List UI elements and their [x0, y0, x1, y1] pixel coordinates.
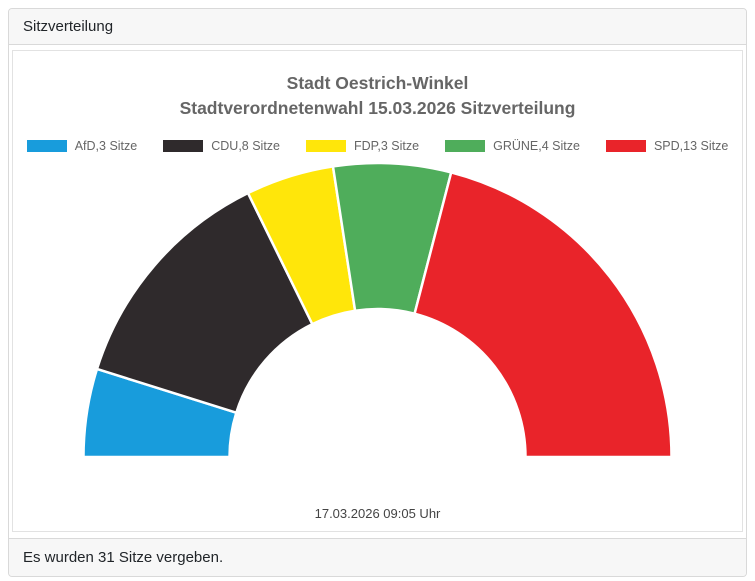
legend-swatch-FDP	[306, 139, 347, 152]
legend-label-FDP: FDP,3 Sitze	[354, 138, 420, 153]
chart-segment-SPD[interactable]	[413, 170, 673, 458]
chart-title: Stadt Oestrich-Winkel Stadtverordnetenwa…	[180, 71, 576, 121]
legend-item-FDP[interactable]: FDP,3 Sitze	[306, 139, 419, 153]
legend-swatch-SPD	[605, 139, 646, 152]
legend-item-CDU[interactable]: CDU,8 Sitze	[163, 139, 280, 153]
legend-swatch-CDU	[163, 139, 204, 152]
legend-label-AfD: AfD,3 Sitze	[74, 138, 138, 153]
card-footer: Es wurden 31 Sitze vergeben.	[9, 538, 746, 576]
chart-title-line1: Stadt Oestrich-Winkel	[286, 73, 469, 94]
sitzverteilung-card: Sitzverteilung Stadt Oestrich-Winkel Sta…	[8, 8, 747, 577]
legend-swatch-AfD	[26, 139, 67, 152]
legend-label-CDU: CDU,8 Sitze	[211, 138, 281, 153]
chart-legend: AfD,3 Sitze CDU,8 Sitze FDP,3 Sitze GRÜNE,4…	[13, 139, 742, 153]
chart-panel: Stadt Oestrich-Winkel Stadtverordnetenwa…	[11, 50, 744, 533]
chart-wrap	[11, 159, 744, 466]
legend-label-SPD: SPD,13 Sitze	[653, 138, 729, 153]
card-header-title: Sitzverteilung	[23, 18, 114, 36]
legend-label-GRÜNE: GRÜNE,4 Sitze	[493, 138, 580, 153]
legend-swatch-GRÜNE	[445, 139, 486, 152]
chart-segment-CDU[interactable]	[95, 191, 314, 414]
chart-timestamp: 17.03.2026 09:05 Uhr	[314, 505, 441, 521]
legend-item-SPD[interactable]: SPD,13 Sitze	[605, 138, 729, 153]
card-footer-text: Es wurden 31 Sitze vergeben.	[23, 549, 224, 567]
card-header: Sitzverteilung	[9, 9, 746, 46]
legend-item-GRÜNE[interactable]: GRÜNE,4 Sitze	[445, 139, 580, 153]
card-body: Stadt Oestrich-Winkel Stadtverordnetenwa…	[9, 45, 746, 539]
legend-item-AfD[interactable]: AfD,3 Sitze	[26, 138, 138, 153]
chart-title-line2: Stadtverordnetenwahl 15.03.2026 Sitzvert…	[179, 97, 576, 118]
seat-distribution-chart	[82, 161, 673, 458]
